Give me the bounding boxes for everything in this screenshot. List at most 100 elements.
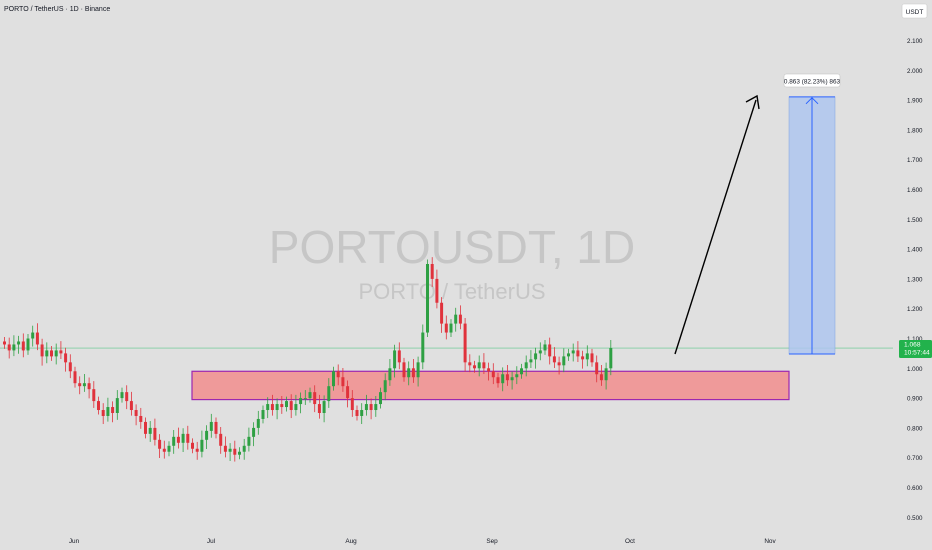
candle-body[interactable]: [421, 332, 425, 363]
candle-body[interactable]: [444, 323, 448, 333]
candle-body[interactable]: [468, 362, 472, 366]
candle-body[interactable]: [364, 404, 368, 411]
candle-body[interactable]: [228, 448, 232, 452]
candle-body[interactable]: [285, 401, 288, 408]
candle-body[interactable]: [585, 353, 589, 360]
candle-body[interactable]: [426, 264, 429, 333]
candle-body[interactable]: [322, 401, 326, 413]
candle-body[interactable]: [581, 356, 585, 360]
candle-body[interactable]: [473, 365, 476, 369]
candle-body[interactable]: [181, 433, 185, 443]
candle-body[interactable]: [548, 344, 552, 357]
candle-body[interactable]: [219, 433, 223, 446]
candle-body[interactable]: [26, 338, 30, 351]
candle-body[interactable]: [336, 371, 340, 378]
candle-body[interactable]: [562, 356, 566, 366]
candle-body[interactable]: [111, 407, 115, 413]
candle-body[interactable]: [162, 448, 166, 452]
candle-body[interactable]: [82, 383, 86, 387]
candle-body[interactable]: [73, 371, 77, 384]
candle-body[interactable]: [54, 350, 58, 357]
candle-body[interactable]: [416, 362, 420, 378]
candle-body[interactable]: [567, 353, 570, 357]
candle-body[interactable]: [17, 341, 21, 345]
candle-body[interactable]: [289, 401, 293, 411]
candle-body[interactable]: [303, 398, 307, 400]
candle-body[interactable]: [214, 421, 218, 434]
candle-body[interactable]: [595, 362, 599, 375]
candle-body[interactable]: [501, 374, 505, 384]
candle-body[interactable]: [144, 421, 147, 434]
candle-body[interactable]: [327, 386, 331, 402]
candle-body[interactable]: [153, 427, 157, 440]
candle-body[interactable]: [256, 418, 260, 428]
candle-body[interactable]: [68, 362, 72, 372]
candle-body[interactable]: [186, 433, 190, 443]
candle-body[interactable]: [599, 374, 603, 381]
candle-body[interactable]: [223, 445, 227, 452]
candle-body[interactable]: [463, 323, 467, 363]
candle-body[interactable]: [350, 398, 354, 411]
candle-body[interactable]: [209, 421, 213, 431]
candle-body[interactable]: [148, 427, 152, 434]
candle-body[interactable]: [355, 410, 359, 416]
candle-body[interactable]: [129, 401, 133, 411]
candle-body[interactable]: [407, 368, 411, 378]
candle-body[interactable]: [491, 371, 495, 378]
candle-body[interactable]: [31, 332, 35, 339]
candle-body[interactable]: [435, 278, 439, 303]
candle-body[interactable]: [252, 427, 256, 437]
candle-body[interactable]: [332, 371, 335, 387]
support-zone[interactable]: [191, 370, 790, 401]
candle-body[interactable]: [134, 410, 138, 416]
candle-body[interactable]: [101, 410, 105, 416]
candle-body[interactable]: [538, 350, 542, 354]
candle-body[interactable]: [50, 350, 53, 357]
candle-body[interactable]: [45, 350, 49, 357]
candle-body[interactable]: [97, 401, 100, 411]
candle-body[interactable]: [374, 404, 378, 411]
candle-body[interactable]: [106, 407, 110, 416]
candle-body[interactable]: [7, 344, 11, 351]
candle-body[interactable]: [388, 368, 392, 381]
candle-body[interactable]: [534, 353, 538, 360]
candle-body[interactable]: [233, 448, 237, 455]
candle-body[interactable]: [275, 404, 279, 411]
candle-body[interactable]: [590, 353, 594, 363]
candle-body[interactable]: [125, 392, 129, 402]
candle-body[interactable]: [543, 344, 547, 351]
candle-body[interactable]: [266, 404, 270, 411]
trend-arrow[interactable]: [674, 99, 757, 355]
candle-body[interactable]: [280, 404, 284, 408]
candle-body[interactable]: [449, 323, 453, 333]
candle-body[interactable]: [191, 442, 194, 449]
candle-body[interactable]: [120, 392, 124, 399]
candle-body[interactable]: [195, 448, 199, 452]
candle-body[interactable]: [520, 368, 523, 375]
candle-body[interactable]: [402, 362, 406, 378]
candle-body[interactable]: [299, 398, 303, 405]
candle-body[interactable]: [454, 314, 458, 324]
candle-body[interactable]: [176, 436, 180, 443]
candle-body[interactable]: [35, 332, 39, 345]
candle-body[interactable]: [379, 392, 382, 405]
candle-body[interactable]: [487, 368, 491, 372]
candle-body[interactable]: [294, 404, 298, 411]
candle-body[interactable]: [515, 374, 519, 378]
candle-body[interactable]: [87, 383, 91, 390]
candle-body[interactable]: [571, 350, 575, 354]
candle-body[interactable]: [557, 362, 561, 366]
candle-body[interactable]: [482, 362, 486, 369]
currency-badge-box[interactable]: [901, 3, 928, 19]
candle-body[interactable]: [158, 439, 162, 449]
candle-body[interactable]: [261, 410, 265, 419]
candle-body[interactable]: [242, 445, 246, 452]
candle-body[interactable]: [505, 374, 509, 381]
candle-body[interactable]: [341, 377, 345, 387]
candle-body[interactable]: [115, 398, 119, 413]
candle-body[interactable]: [524, 362, 528, 369]
candle-body[interactable]: [167, 445, 171, 452]
candle-body[interactable]: [360, 410, 364, 416]
candle-body[interactable]: [308, 392, 312, 399]
candle-body[interactable]: [383, 380, 387, 393]
